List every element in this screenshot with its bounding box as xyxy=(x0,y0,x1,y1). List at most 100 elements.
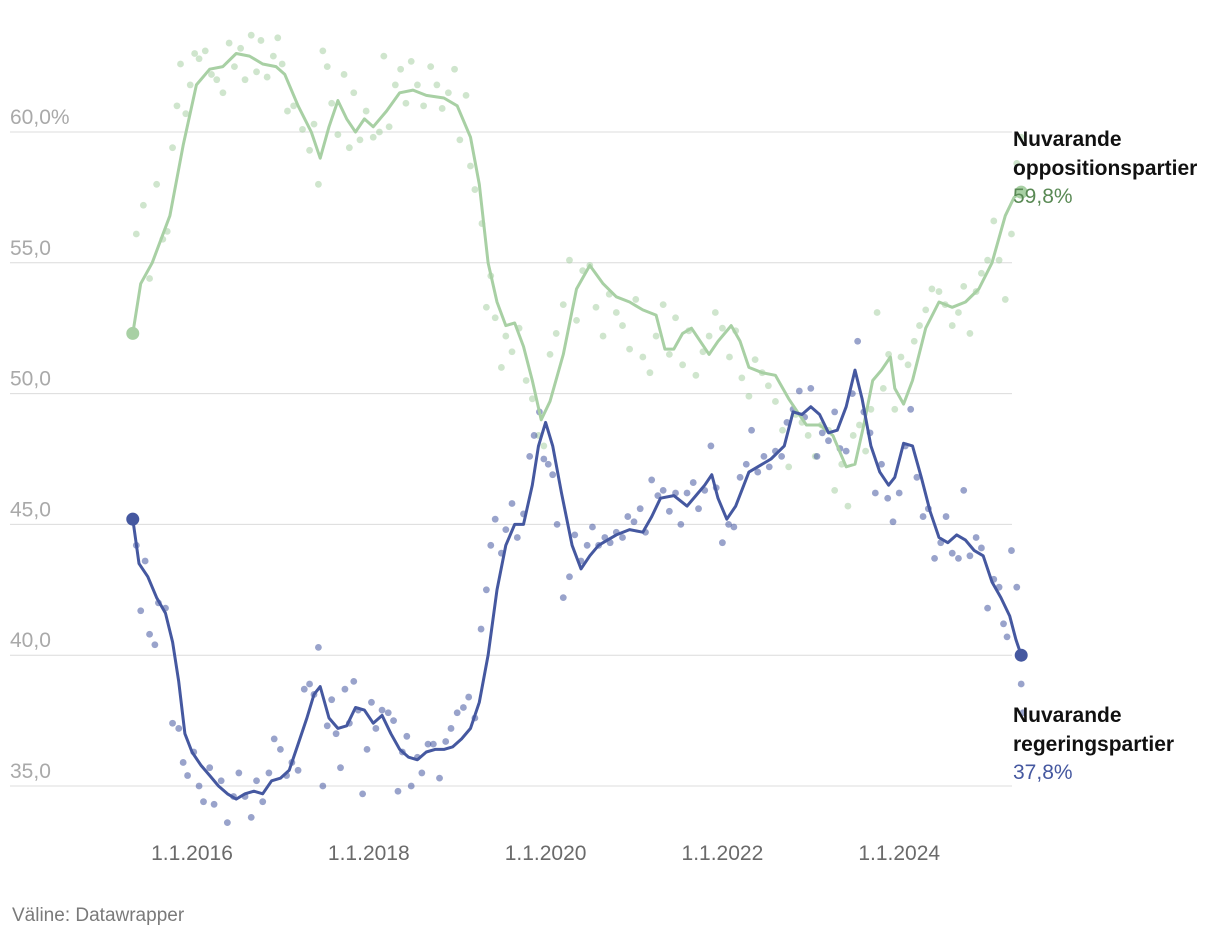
poll-dot xyxy=(807,384,815,392)
poll-dot xyxy=(300,685,308,693)
poll-dot xyxy=(459,704,467,711)
poll-dot xyxy=(146,630,153,638)
poll-dot xyxy=(553,521,561,528)
poll-dot xyxy=(491,515,499,523)
poll-dot xyxy=(916,322,923,329)
poll-dot xyxy=(540,455,548,463)
poll-dot xyxy=(359,790,367,798)
poll-dot xyxy=(169,144,176,152)
poll-dot xyxy=(372,725,380,732)
poll-dot xyxy=(334,131,342,139)
poll-dot xyxy=(544,460,552,468)
poll-dot xyxy=(141,557,149,565)
poll-dot xyxy=(705,332,713,340)
poll-dot xyxy=(186,81,194,89)
poll-dot xyxy=(191,50,199,57)
poll-dot xyxy=(522,377,530,384)
poll-dot xyxy=(508,348,516,356)
poll-dot xyxy=(528,395,536,403)
poll-dot xyxy=(502,526,510,534)
poll-dot xyxy=(263,73,271,81)
poll-dot xyxy=(315,180,322,188)
series-line-opposition xyxy=(131,52,1023,469)
poll-dot xyxy=(913,473,921,481)
poll-dot xyxy=(444,89,452,97)
poll-dot xyxy=(530,432,538,439)
poll-dot xyxy=(540,442,548,450)
poll-dot xyxy=(1008,230,1015,238)
poll-dot xyxy=(195,55,203,63)
poll-dot xyxy=(632,296,640,303)
poll-dot xyxy=(972,534,980,541)
poll-dot xyxy=(665,350,673,358)
poll-dot xyxy=(742,460,750,468)
poll-dot xyxy=(337,764,344,772)
poll-dot xyxy=(219,89,227,97)
poll-dot xyxy=(760,452,768,460)
poll-dot xyxy=(269,52,277,60)
poll-dot xyxy=(935,288,943,295)
poll-dot xyxy=(639,353,647,361)
series-line-government xyxy=(131,368,1023,801)
poll-dot xyxy=(407,57,415,65)
poll-dot xyxy=(665,507,673,515)
poll-dot xyxy=(719,539,726,547)
poll-dot xyxy=(323,722,331,730)
poll-dot xyxy=(566,256,573,264)
y-tick-label: 45,0 xyxy=(10,498,51,521)
poll-dot xyxy=(831,408,839,416)
poll-dot xyxy=(169,719,176,727)
poll-dot xyxy=(726,353,733,361)
poll-dot xyxy=(482,303,490,311)
poll-dot xyxy=(418,769,426,777)
poll-dot xyxy=(754,468,762,476)
poll-dot xyxy=(711,309,719,316)
poll-dot xyxy=(849,432,857,439)
poll-dot xyxy=(907,405,915,413)
poll-dot xyxy=(491,314,499,322)
poll-dot xyxy=(407,782,415,790)
poll-dot xyxy=(213,76,221,84)
series-label-value: 37,8% xyxy=(1013,761,1073,784)
poll-dot xyxy=(270,735,278,743)
poll-dot xyxy=(889,518,897,526)
poll-dot xyxy=(427,63,435,70)
poll-dot xyxy=(235,769,243,777)
poll-dot xyxy=(619,534,626,541)
poll-dot xyxy=(683,489,691,497)
poll-dot xyxy=(1013,583,1021,591)
poll-dot xyxy=(619,322,626,329)
poll-dot xyxy=(477,625,485,633)
poll-dot xyxy=(397,65,405,73)
poll-dot xyxy=(549,471,557,479)
poll-dot xyxy=(362,107,370,115)
poll-dot xyxy=(736,473,744,481)
poll-dot xyxy=(182,110,190,118)
poll-dot xyxy=(420,102,428,110)
poll-dot xyxy=(350,677,358,685)
poll-dot xyxy=(891,405,899,413)
poll-dot xyxy=(438,105,446,112)
poll-dot xyxy=(966,330,974,337)
poll-dot xyxy=(290,102,298,110)
poll-dot xyxy=(659,301,667,309)
poll-dot xyxy=(306,146,313,154)
poll-dot xyxy=(659,486,667,494)
poll-dot xyxy=(748,426,755,434)
x-tick-label: 1.1.2022 xyxy=(682,842,764,865)
poll-dot xyxy=(922,306,930,314)
series-opposition-dots xyxy=(132,31,1025,510)
poll-dot xyxy=(573,316,580,324)
poll-dot xyxy=(948,549,956,557)
poll-dot xyxy=(274,34,282,42)
poll-dot xyxy=(679,361,687,369)
poll-dot xyxy=(825,437,832,445)
series-label-name: oppositionspartier xyxy=(1013,157,1197,180)
x-tick-label: 1.1.2018 xyxy=(328,842,410,865)
poll-dot xyxy=(376,128,383,136)
poll-dot xyxy=(403,732,411,740)
poll-dot xyxy=(369,133,377,141)
y-tick-label: 40,0 xyxy=(10,629,51,652)
poll-dot xyxy=(462,91,470,99)
poll-dot xyxy=(436,774,443,782)
